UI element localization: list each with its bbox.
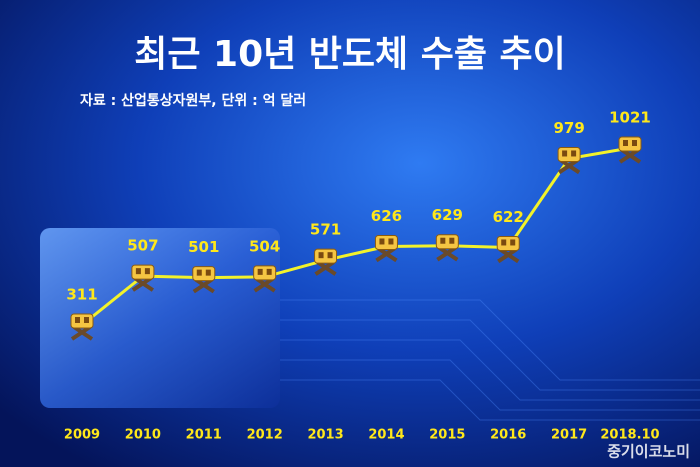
marker-chip xyxy=(557,146,581,162)
marker-pin xyxy=(196,269,202,276)
chart-title: 최근 10년 반도체 수출 추이 xyxy=(134,34,565,75)
marker xyxy=(374,234,398,263)
marker-pin xyxy=(562,150,568,157)
marker-pin xyxy=(266,268,272,275)
x-tick-label: 2011 xyxy=(186,428,222,443)
marker-pin xyxy=(510,239,516,246)
marker-pin xyxy=(144,268,150,275)
data-label: 501 xyxy=(188,238,219,256)
marker-pin xyxy=(501,239,507,246)
marker-pin xyxy=(257,268,263,275)
marker-pin xyxy=(440,237,446,244)
marker xyxy=(70,313,94,341)
marker-pin xyxy=(632,140,637,146)
marker-legs xyxy=(436,246,459,262)
marker xyxy=(192,266,216,294)
x-tick-label: 2015 xyxy=(429,428,465,443)
marker-pin xyxy=(571,150,577,157)
marker-legs xyxy=(131,276,154,292)
marker-pin xyxy=(75,317,80,323)
x-tick-label: 2010 xyxy=(125,428,161,443)
marker-pin xyxy=(84,317,89,323)
marker-pin xyxy=(379,238,385,245)
data-label: 311 xyxy=(66,286,97,304)
x-tick-label: 2012 xyxy=(247,428,283,443)
marker-pin xyxy=(318,252,324,259)
marker-chip xyxy=(192,266,216,282)
marker-chip xyxy=(435,234,459,250)
marker xyxy=(314,248,338,276)
data-label: 979 xyxy=(553,119,584,137)
x-tick-label: 2013 xyxy=(307,428,343,443)
marker-pin xyxy=(135,268,141,275)
marker-legs xyxy=(375,246,398,263)
data-label: 629 xyxy=(432,206,463,224)
marker-legs xyxy=(253,277,276,293)
marker xyxy=(618,136,642,164)
marker-chip xyxy=(253,265,277,281)
marker xyxy=(253,265,277,293)
data-label: 571 xyxy=(310,221,341,239)
marker xyxy=(496,235,520,264)
marker-legs xyxy=(558,158,581,175)
marker-chip xyxy=(314,248,338,264)
circuit-lines xyxy=(280,299,700,421)
marker-chip xyxy=(496,235,520,251)
marker-legs xyxy=(192,277,215,294)
marker-pin xyxy=(449,237,455,244)
marker-legs xyxy=(314,260,337,276)
marker xyxy=(131,264,155,292)
x-tick-label: 2017 xyxy=(551,428,587,443)
data-label: 504 xyxy=(249,237,280,255)
line xyxy=(81,146,631,327)
marker-chip xyxy=(70,313,94,329)
marker xyxy=(435,234,459,262)
data-label: 622 xyxy=(493,208,524,226)
marker-pin xyxy=(205,269,211,276)
marker-legs xyxy=(618,148,642,164)
data-label: 1021 xyxy=(609,109,651,127)
watermark: 중기이코노미 xyxy=(607,443,690,461)
marker-chip xyxy=(618,136,642,152)
marker-pin xyxy=(327,252,333,259)
marker-legs xyxy=(497,247,520,264)
marker-chip xyxy=(131,264,155,280)
marker-legs xyxy=(70,325,94,341)
x-tick-label: 2018.10 xyxy=(600,428,659,443)
data-label: 507 xyxy=(127,237,158,255)
marker xyxy=(557,146,581,175)
x-tick-label: 2016 xyxy=(490,428,526,443)
data-label: 626 xyxy=(371,207,402,225)
subtitle: 자료 : 산업통상자원부, 단위 : 억 달러 xyxy=(80,92,306,109)
x-tick-label: 2014 xyxy=(368,428,404,443)
x-tick-label: 2009 xyxy=(64,428,100,443)
marker-pin xyxy=(623,140,628,146)
marker-chip xyxy=(374,234,398,250)
marker-pin xyxy=(388,238,394,245)
chip-graphic xyxy=(40,228,280,408)
